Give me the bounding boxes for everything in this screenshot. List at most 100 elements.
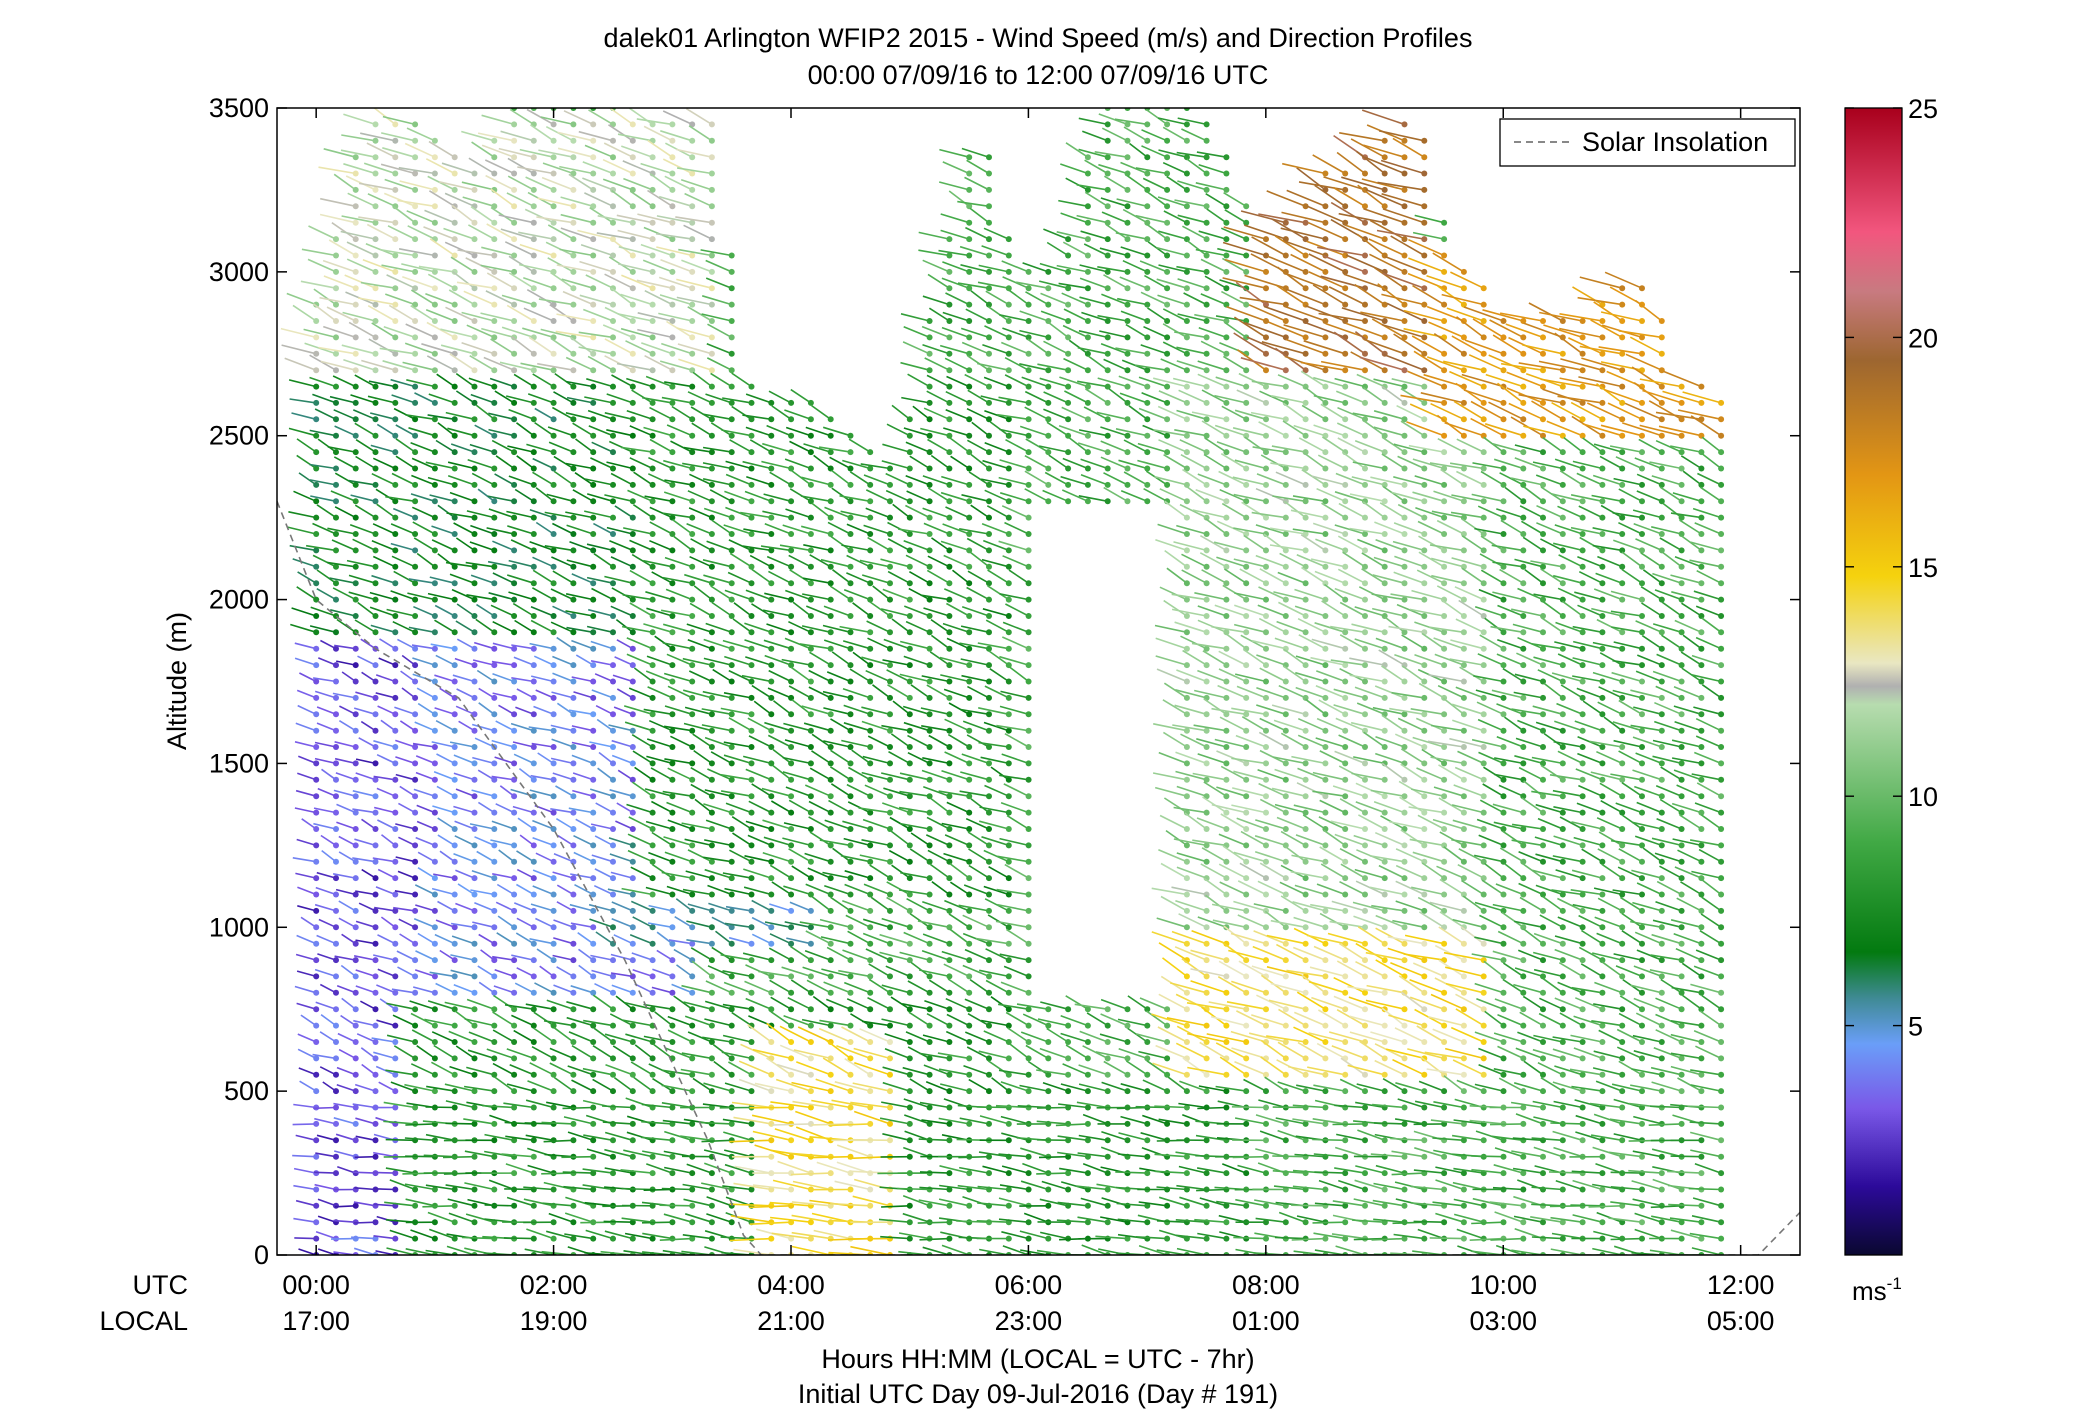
wind-barb-dot (530, 1055, 537, 1062)
wind-barb (614, 505, 634, 519)
wind-barb-dot (966, 1170, 973, 1177)
wind-barb (661, 871, 693, 879)
wind-barb (329, 577, 356, 584)
wind-barb (495, 901, 515, 912)
wind-barb (395, 424, 416, 437)
wind-barb (395, 739, 416, 748)
wind-barb (461, 181, 495, 191)
wind-barb-dot (570, 1219, 577, 1226)
wind-barb-dot (728, 645, 735, 652)
wind-barb (561, 278, 594, 289)
wind-barb-dot (550, 744, 557, 750)
wind-barb-dot (689, 760, 696, 767)
wind-barb (703, 638, 732, 650)
wind-barb-dot (550, 891, 557, 898)
wind-barb-dot (511, 547, 518, 554)
wind-barb (358, 297, 396, 306)
wind-barb-dot (807, 465, 814, 472)
wind-barb-dot (1065, 268, 1072, 275)
wind-barb-dot (689, 694, 696, 701)
wind-barb-dot (649, 875, 656, 882)
wind-barb (731, 1011, 752, 1027)
wind-barb-dot (1045, 432, 1052, 439)
wind-barb-dot (1005, 1235, 1012, 1242)
wind-barb-dot (372, 252, 379, 259)
wind-barb (593, 884, 614, 896)
wind-barb (455, 537, 475, 552)
wind-barb-dot (1084, 399, 1091, 406)
wind-barb-dot (1104, 399, 1111, 406)
wind-barb (373, 108, 396, 126)
wind-barb (552, 871, 574, 879)
wind-barb-dot (629, 334, 636, 341)
wind-barb-dot (530, 416, 537, 423)
wind-barb (388, 304, 416, 322)
wind-barb-dot (392, 613, 399, 619)
wind-barb-dot (1084, 1137, 1091, 1144)
wind-barb (371, 1037, 396, 1043)
wind-barb-dot (926, 907, 933, 914)
wind-barb (405, 414, 436, 421)
wind-barb-dot (471, 1186, 478, 1193)
wind-barb-dot (333, 727, 339, 734)
wind-barb-dot (986, 1120, 992, 1127)
wind-barb (690, 767, 713, 781)
wind-barb (713, 1060, 733, 1076)
wind-barb-dot (1025, 940, 1032, 947)
wind-barb (712, 668, 733, 683)
wind-barb (465, 561, 495, 568)
wind-barb-dot (1045, 1202, 1052, 1209)
wind-barb (701, 295, 732, 306)
wind-barb-dot (511, 170, 518, 177)
wind-barb-dot (847, 1022, 854, 1029)
wind-barb-dot (570, 1202, 577, 1209)
wind-barb (667, 819, 693, 830)
wind-barb (722, 1034, 752, 1043)
wind-barb (386, 608, 416, 617)
wind-barb-dot (946, 367, 953, 374)
wind-barb-dot (491, 596, 498, 603)
wind-barb-dot (708, 236, 715, 243)
wind-barb-dot (748, 662, 755, 669)
wind-barb (398, 918, 416, 929)
wind-barb-dot (926, 891, 933, 898)
wind-barb-dot (471, 629, 478, 636)
wind-barb-dot (550, 1104, 557, 1111)
wind-barb-dot (1104, 481, 1111, 488)
wind-barb (553, 470, 574, 486)
wind-barb-dot (590, 891, 597, 898)
wind-barb-dot (788, 1186, 795, 1193)
wind-barb-dot (906, 1088, 913, 1095)
wind-barb-dot (748, 432, 755, 439)
wind-barb-dot (1005, 826, 1012, 832)
wind-barb-dot (1025, 563, 1032, 570)
wind-barb-dot (570, 760, 577, 767)
wind-barb (610, 287, 634, 306)
wind-barb (404, 1083, 436, 1092)
wind-barb-dot (530, 760, 537, 767)
wind-barb-dot (946, 842, 953, 849)
wind-barb-dot (1084, 203, 1091, 210)
wind-barb-dot (847, 465, 854, 472)
wind-barb (584, 396, 614, 404)
wind-barb-dot (313, 399, 320, 406)
wind-barb (332, 587, 357, 601)
wind-barb (373, 1203, 396, 1207)
wind-barb-dot (689, 481, 696, 488)
wind-barb-dot (590, 383, 597, 390)
wind-barb (495, 803, 515, 814)
wind-barb-dot (392, 842, 399, 849)
wind-barb-dot (610, 1039, 616, 1045)
wind-barb-dot (867, 858, 874, 865)
wind-barb-dot (867, 629, 874, 636)
wind-barb-dot (649, 727, 656, 734)
wind-barb-dot (946, 580, 953, 587)
wind-barb-dot (530, 875, 537, 882)
wind-barb (488, 1179, 515, 1191)
wind-barb (702, 446, 732, 453)
wind-barb (385, 1069, 416, 1076)
wind-barb-dot (728, 842, 735, 849)
wind-barb-dot (1025, 1170, 1032, 1177)
wind-barb (686, 523, 713, 535)
wind-barb (492, 540, 515, 552)
